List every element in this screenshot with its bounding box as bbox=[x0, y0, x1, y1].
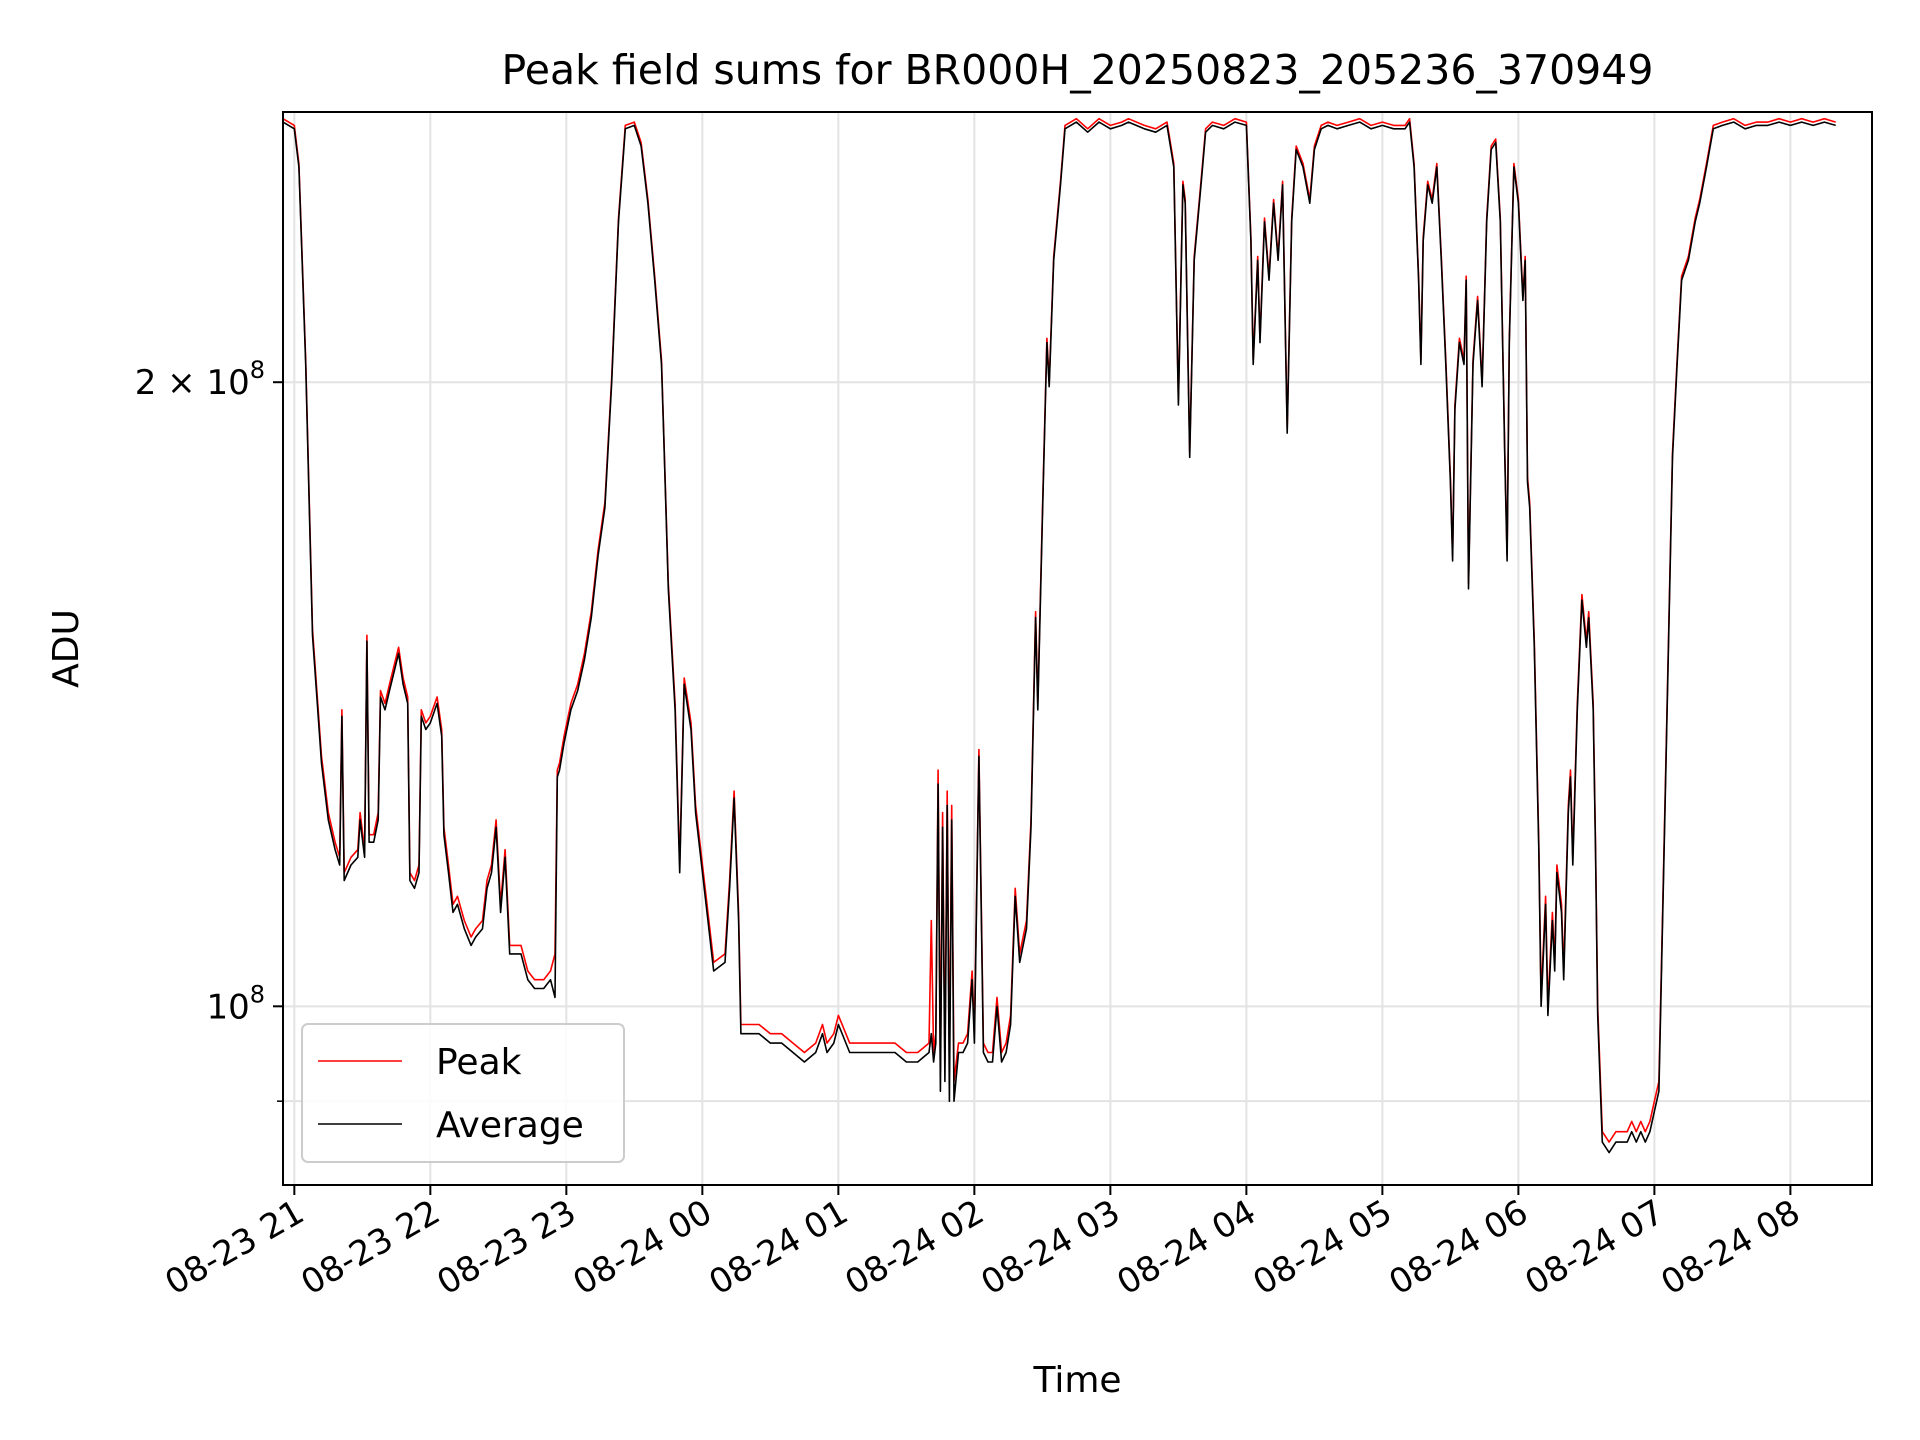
x-tick-label: 08-24 01 bbox=[702, 1192, 854, 1303]
y-tick-exponent: 8 bbox=[250, 356, 265, 384]
y-tick-base: 10 bbox=[206, 987, 249, 1027]
x-tick-label: 08-24 06 bbox=[1382, 1192, 1534, 1303]
x-tick-label: 08-23 23 bbox=[430, 1192, 582, 1303]
series-line-average bbox=[283, 121, 1836, 1154]
x-tick-label: 08-24 02 bbox=[838, 1192, 990, 1303]
x-tick-label: 08-24 03 bbox=[974, 1192, 1126, 1303]
x-tick-label: 08-24 00 bbox=[566, 1192, 718, 1303]
series-area bbox=[283, 117, 1836, 1154]
x-tick-label: 08-23 21 bbox=[158, 1192, 310, 1303]
legend-label-average: Average bbox=[436, 1105, 584, 1146]
x-tick-label: 08-24 04 bbox=[1110, 1192, 1262, 1303]
legend-label-peak: Peak bbox=[436, 1042, 522, 1083]
grid bbox=[283, 112, 1872, 1185]
y-tick-label: 2 × 108 bbox=[135, 356, 265, 403]
y-tick-label: 108 bbox=[206, 980, 265, 1027]
legend-box bbox=[301, 1023, 625, 1163]
y-tick-exponent: 8 bbox=[250, 980, 265, 1008]
x-tick-label: 08-23 22 bbox=[294, 1192, 446, 1303]
y-tick-base: 2 × 10 bbox=[135, 363, 250, 403]
y-axis-label: ADU bbox=[46, 609, 87, 688]
x-tick-label: 08-24 08 bbox=[1655, 1192, 1807, 1303]
series-line-peak bbox=[283, 117, 1836, 1143]
x-axis-label: Time bbox=[1032, 1360, 1121, 1401]
chart-title: Peak field sums for BR000H_20250823_2052… bbox=[502, 46, 1654, 94]
legend: Peak Average bbox=[301, 1023, 625, 1163]
x-tick-label: 08-24 07 bbox=[1518, 1192, 1670, 1303]
x-tick-label: 08-24 05 bbox=[1246, 1192, 1398, 1303]
plot-frame bbox=[282, 111, 1873, 1186]
